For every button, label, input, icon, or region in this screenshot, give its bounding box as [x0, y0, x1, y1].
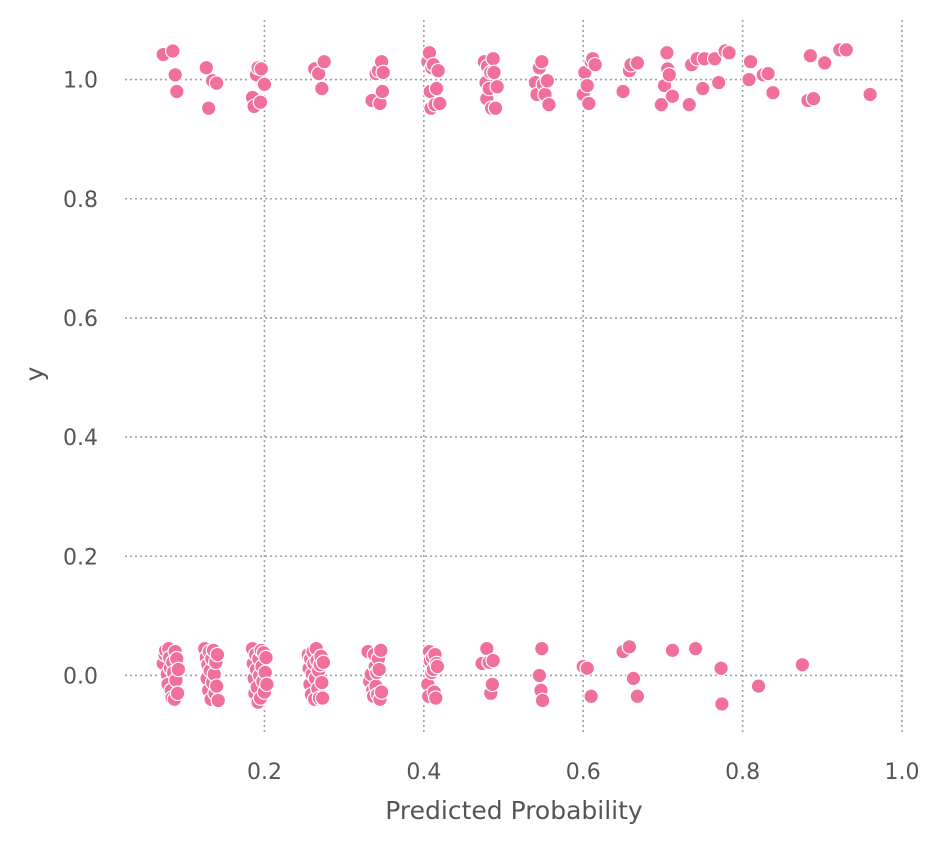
data-point: [252, 94, 269, 111]
data-point: [489, 78, 505, 95]
data-point: [710, 74, 727, 91]
x-tick-label: 0.8: [725, 760, 760, 785]
y-tick-label: 0.4: [63, 426, 98, 451]
data-point: [653, 96, 670, 113]
data-point: [258, 649, 274, 666]
data-point: [534, 692, 551, 709]
data-point: [681, 96, 698, 113]
y-tick-label: 0.6: [63, 307, 98, 332]
data-point: [621, 639, 638, 655]
data-point: [794, 656, 811, 673]
data-point: [533, 53, 550, 70]
tick-labels: 0.2 0.4 0.6 0.8 1.0 0.0 0.2 0.4 0.6 0.8 1.0: [63, 69, 920, 785]
data-point: [587, 56, 603, 73]
data-point: [428, 80, 445, 97]
data-point: [430, 62, 446, 79]
data-point: [485, 50, 501, 67]
data-point: [625, 670, 642, 687]
data-point: [484, 676, 501, 693]
data-point: [198, 59, 215, 76]
data-point: [209, 646, 226, 663]
x-axis-label: Predicted Probability: [385, 796, 643, 825]
data-point: [862, 86, 878, 103]
data-point: [661, 67, 678, 83]
data-point: [431, 95, 448, 112]
data-point: [259, 676, 275, 693]
data-point: [170, 661, 187, 678]
data-point: [579, 660, 596, 677]
data-point: [664, 88, 681, 105]
data-point: [531, 667, 548, 684]
data-point: [429, 658, 446, 675]
x-tick-label: 0.6: [566, 760, 601, 785]
data-point: [314, 80, 330, 97]
data-point: [629, 55, 646, 71]
data-point: [629, 688, 646, 705]
data-point: [541, 96, 557, 113]
data-point: [805, 90, 822, 107]
data-point: [838, 41, 855, 58]
y-tick-label: 0.8: [63, 188, 98, 213]
data-point: [664, 642, 681, 659]
x-tick-label: 0.4: [406, 760, 441, 785]
data-point: [713, 660, 729, 677]
data-point: [816, 55, 833, 71]
data-point: [687, 640, 704, 657]
y-axis-label: y: [20, 366, 49, 381]
data-point: [714, 696, 730, 712]
data-point: [374, 83, 391, 100]
data-point: [314, 690, 331, 706]
data-point: [706, 50, 723, 67]
data-point: [371, 661, 388, 678]
data-point: [256, 76, 273, 93]
data-point: [539, 72, 556, 89]
x-tick-label: 1.0: [885, 760, 920, 785]
data-point: [659, 44, 675, 61]
data-point: [615, 83, 631, 100]
y-tick-label: 0.0: [63, 664, 98, 689]
data-point: [694, 80, 711, 97]
data-point: [583, 688, 599, 705]
y-tick-label: 1.0: [63, 69, 98, 94]
data-point: [315, 654, 332, 671]
data-point: [210, 692, 227, 709]
data-point: [316, 53, 333, 70]
data-point: [208, 678, 225, 694]
data-point: [802, 47, 819, 64]
data-point: [427, 690, 444, 706]
x-tick-label: 0.2: [247, 760, 282, 785]
data-point: [314, 674, 330, 691]
y-tick-label: 0.2: [63, 545, 98, 570]
data-points: [155, 41, 878, 712]
data-point: [579, 77, 596, 94]
data-point: [533, 640, 550, 657]
data-point: [742, 53, 759, 70]
grid-lines: [125, 20, 903, 735]
data-point: [741, 71, 757, 88]
data-point: [169, 83, 185, 100]
data-point: [208, 75, 225, 91]
data-point: [375, 64, 392, 81]
data-point: [485, 652, 501, 669]
data-point: [760, 65, 776, 82]
data-point: [765, 84, 781, 101]
data-point: [373, 684, 390, 700]
data-point: [487, 100, 504, 116]
data-point: [721, 44, 737, 61]
data-point: [253, 61, 270, 77]
data-point: [167, 67, 184, 83]
data-point: [373, 642, 389, 659]
data-point: [169, 685, 186, 702]
data-point: [200, 100, 217, 116]
data-point: [750, 678, 767, 694]
data-point: [581, 95, 597, 112]
data-point: [486, 64, 502, 81]
data-point: [165, 43, 181, 59]
